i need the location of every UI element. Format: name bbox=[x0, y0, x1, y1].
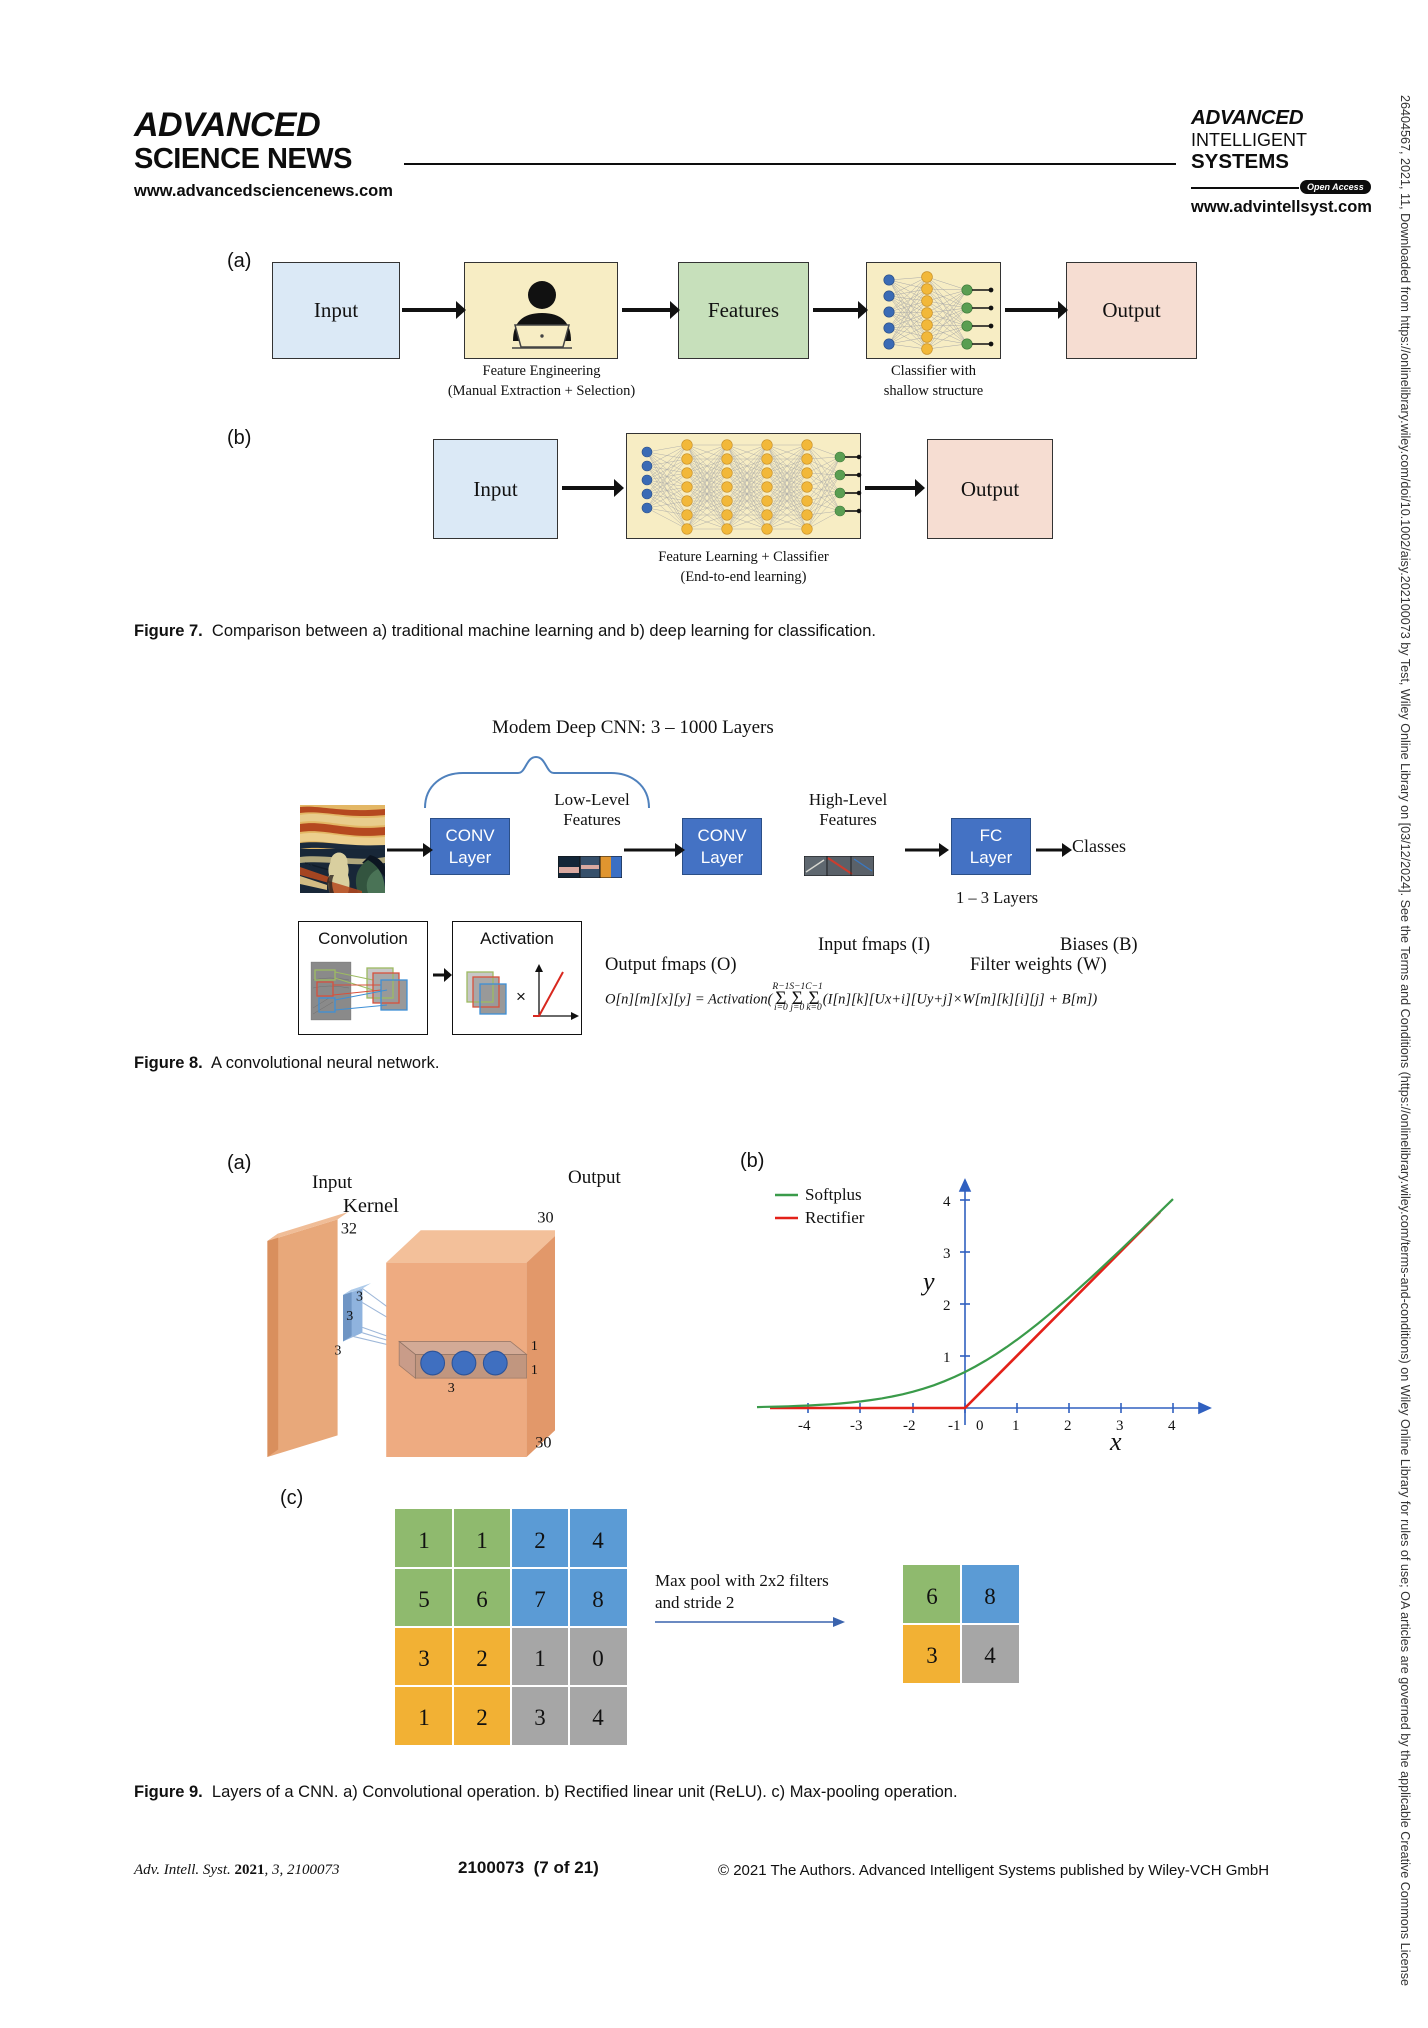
svg-text:4: 4 bbox=[1168, 1418, 1176, 1434]
svg-text:y: y bbox=[920, 1267, 935, 1296]
svg-text:2: 2 bbox=[476, 1646, 488, 1671]
svg-text:3: 3 bbox=[418, 1646, 430, 1671]
svg-text:1: 1 bbox=[418, 1528, 430, 1553]
svg-text:Kernel: Kernel bbox=[343, 1195, 399, 1217]
svg-text:3: 3 bbox=[346, 1308, 353, 1324]
svg-text:2: 2 bbox=[1064, 1418, 1072, 1434]
svg-text:1: 1 bbox=[534, 1646, 546, 1671]
svg-text:32: 32 bbox=[341, 1219, 357, 1237]
svg-text:8: 8 bbox=[984, 1584, 996, 1609]
svg-text:0: 0 bbox=[592, 1646, 604, 1671]
svg-text:x: x bbox=[1109, 1427, 1122, 1450]
svg-text:-4: -4 bbox=[798, 1418, 811, 1434]
svg-text:5: 5 bbox=[418, 1587, 430, 1612]
svg-text:3: 3 bbox=[534, 1705, 546, 1730]
svg-text:Rectifier: Rectifier bbox=[805, 1208, 865, 1227]
svg-text:1: 1 bbox=[531, 1338, 538, 1354]
svg-text:4: 4 bbox=[592, 1705, 604, 1730]
svg-text:2: 2 bbox=[534, 1528, 546, 1553]
svg-text:1: 1 bbox=[418, 1705, 430, 1730]
svg-text:3: 3 bbox=[356, 1288, 363, 1304]
svg-text:-2: -2 bbox=[903, 1418, 916, 1434]
svg-text:Softplus: Softplus bbox=[805, 1185, 862, 1204]
svg-text:3: 3 bbox=[334, 1342, 341, 1358]
svg-text:3: 3 bbox=[943, 1246, 951, 1262]
svg-text:-3: -3 bbox=[850, 1418, 863, 1434]
svg-text:-1: -1 bbox=[948, 1418, 961, 1434]
svg-text:8: 8 bbox=[592, 1587, 604, 1612]
svg-text:30: 30 bbox=[537, 1209, 553, 1227]
svg-text:4: 4 bbox=[984, 1643, 996, 1668]
svg-text:6: 6 bbox=[926, 1584, 938, 1609]
svg-text:7: 7 bbox=[534, 1587, 546, 1612]
svg-text:3: 3 bbox=[448, 1380, 455, 1396]
svg-text:0: 0 bbox=[976, 1418, 984, 1434]
svg-text:1: 1 bbox=[531, 1362, 538, 1378]
svg-text:×: × bbox=[516, 987, 526, 1006]
svg-text:30: 30 bbox=[535, 1433, 551, 1451]
svg-text:3: 3 bbox=[926, 1643, 938, 1668]
svg-text:1: 1 bbox=[943, 1350, 951, 1366]
svg-text:2: 2 bbox=[476, 1705, 488, 1730]
svg-text:6: 6 bbox=[476, 1587, 488, 1612]
svg-text:4: 4 bbox=[943, 1194, 951, 1210]
svg-text:1: 1 bbox=[476, 1528, 488, 1553]
svg-text:4: 4 bbox=[592, 1528, 604, 1553]
svg-text:1: 1 bbox=[1012, 1418, 1020, 1434]
svg-text:2: 2 bbox=[943, 1298, 951, 1314]
